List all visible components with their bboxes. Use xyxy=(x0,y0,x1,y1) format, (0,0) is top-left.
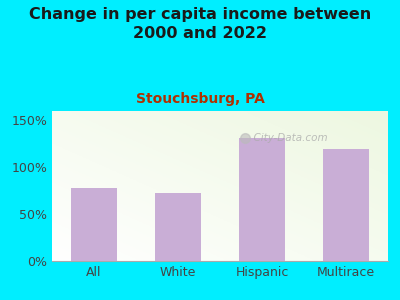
Bar xyxy=(71,188,117,261)
Text: Change in per capita income between
2000 and 2022: Change in per capita income between 2000… xyxy=(29,8,371,41)
Text: Stouchsburg, PA: Stouchsburg, PA xyxy=(136,92,264,106)
Bar xyxy=(155,193,201,261)
Bar xyxy=(323,148,369,261)
Bar xyxy=(239,138,285,261)
Text: City-Data.com: City-Data.com xyxy=(247,133,328,143)
